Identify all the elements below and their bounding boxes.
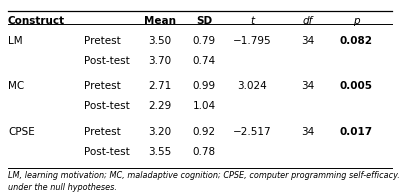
Text: 0.017: 0.017 — [340, 127, 372, 137]
Text: 2.71: 2.71 — [148, 81, 172, 91]
Text: LM, learning motivation; MC, maladaptive cognition; CPSE, computer programming s: LM, learning motivation; MC, maladaptive… — [8, 172, 400, 181]
Text: 3.024: 3.024 — [237, 81, 267, 91]
Text: 0.082: 0.082 — [340, 36, 372, 46]
Text: Post-test: Post-test — [84, 101, 130, 111]
Text: 0.74: 0.74 — [192, 56, 216, 66]
Text: 34: 34 — [301, 81, 315, 91]
Text: Construct: Construct — [8, 15, 65, 26]
Text: t: t — [250, 15, 254, 26]
Text: 0.99: 0.99 — [192, 81, 216, 91]
Text: 34: 34 — [301, 127, 315, 137]
Text: 2.29: 2.29 — [148, 101, 172, 111]
Text: 3.50: 3.50 — [148, 36, 172, 46]
Text: under the null hypotheses.: under the null hypotheses. — [8, 183, 117, 192]
Text: −1.795: −1.795 — [233, 36, 271, 46]
Text: Post-test: Post-test — [84, 56, 130, 66]
Text: 3.55: 3.55 — [148, 147, 172, 157]
Text: 0.79: 0.79 — [192, 36, 216, 46]
Text: df: df — [303, 15, 313, 26]
Text: CPSE: CPSE — [8, 127, 35, 137]
Text: 3.20: 3.20 — [148, 127, 172, 137]
Text: SD: SD — [196, 15, 212, 26]
Text: 34: 34 — [301, 36, 315, 46]
Text: 3.70: 3.70 — [148, 56, 172, 66]
Text: Post-test: Post-test — [84, 147, 130, 157]
Text: LM: LM — [8, 36, 23, 46]
Text: 0.78: 0.78 — [192, 147, 216, 157]
Text: Mean: Mean — [144, 15, 176, 26]
Text: 0.005: 0.005 — [340, 81, 372, 91]
Text: MC: MC — [8, 81, 24, 91]
Text: p: p — [353, 15, 359, 26]
Text: Pretest: Pretest — [84, 36, 121, 46]
Text: −2.517: −2.517 — [233, 127, 271, 137]
Text: 1.04: 1.04 — [192, 101, 216, 111]
Text: Pretest: Pretest — [84, 81, 121, 91]
Text: 0.92: 0.92 — [192, 127, 216, 137]
Text: Pretest: Pretest — [84, 127, 121, 137]
